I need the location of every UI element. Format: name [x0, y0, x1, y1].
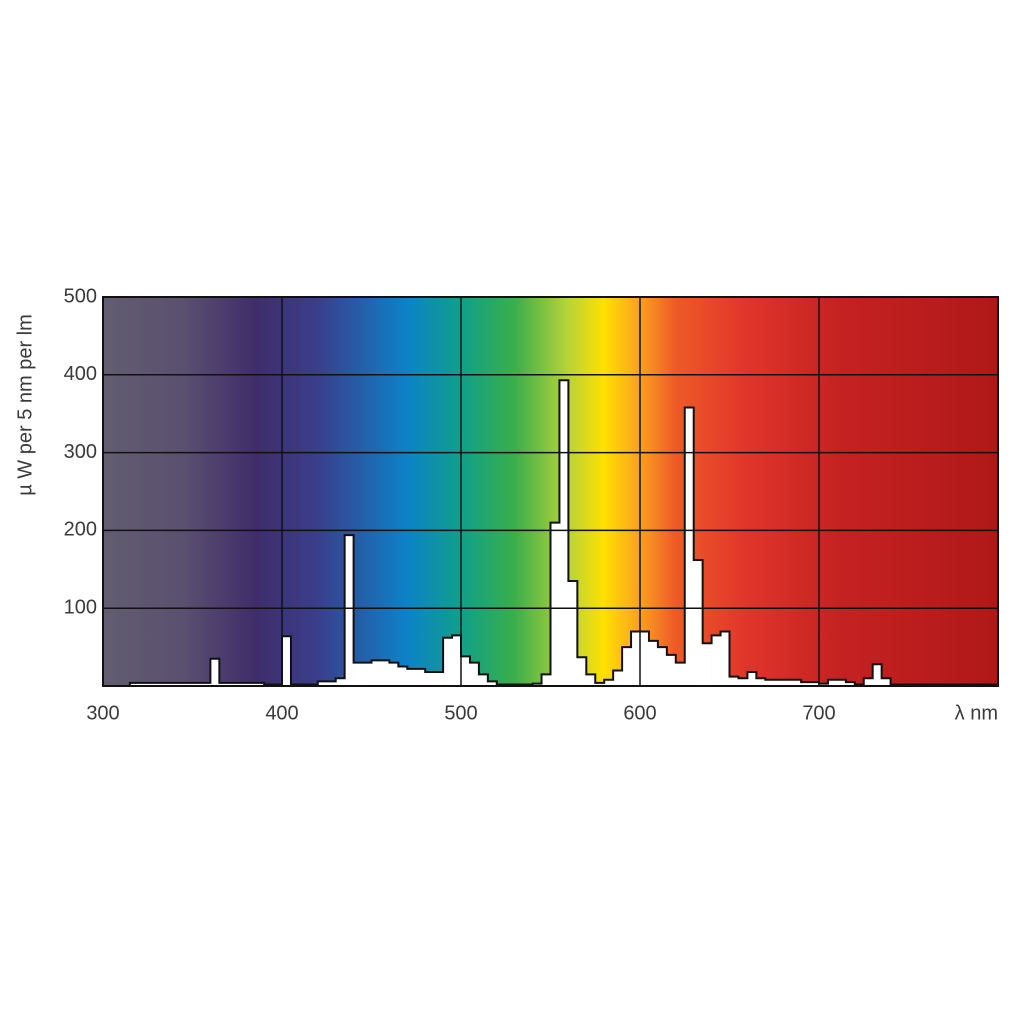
bar [845, 682, 856, 686]
bar [640, 631, 650, 686]
bar [684, 407, 694, 686]
bar [246, 682, 256, 686]
bar [237, 682, 247, 686]
plot-border [102, 296, 999, 687]
bar [156, 682, 166, 686]
bar [174, 682, 184, 686]
bar [183, 682, 193, 686]
y-tick-label: 300 [64, 441, 97, 463]
bar [648, 640, 659, 686]
bar [398, 666, 408, 686]
bar [326, 681, 336, 686]
bar [729, 676, 739, 686]
bar [604, 679, 614, 686]
bar [613, 670, 623, 686]
y-tick-label: 500 [64, 285, 97, 307]
bar [362, 662, 372, 686]
bar [622, 647, 632, 686]
bar [532, 683, 542, 686]
bar [666, 654, 677, 686]
bar [550, 522, 560, 686]
bar [801, 682, 811, 686]
x-tick-label: 600 [623, 702, 656, 724]
bar [792, 679, 802, 686]
x-tick-label: 700 [802, 702, 835, 724]
x-tick-label: 400 [265, 702, 298, 724]
bar [282, 636, 292, 686]
bar [407, 668, 417, 686]
bar [827, 679, 838, 686]
bar [210, 658, 220, 686]
bar [541, 674, 551, 686]
x-axis-label: λ nm [955, 702, 998, 724]
bar [461, 656, 471, 686]
bar [317, 681, 328, 686]
bar [747, 671, 757, 686]
bar [380, 660, 390, 686]
bar [568, 580, 578, 686]
y-tick-label: 400 [64, 363, 97, 385]
histogram-outline [128, 379, 999, 686]
bar [443, 637, 453, 686]
bar [711, 635, 721, 686]
bar [353, 662, 363, 686]
bar [756, 678, 766, 686]
bar [335, 678, 345, 686]
bar [720, 631, 730, 686]
bar [416, 668, 426, 686]
bar [702, 643, 712, 686]
bar [631, 631, 641, 686]
bar [836, 679, 847, 686]
bar [872, 664, 882, 686]
bar [165, 682, 175, 686]
bar [255, 682, 265, 686]
bar [344, 535, 354, 686]
bar [147, 682, 157, 686]
bar [487, 681, 498, 686]
bar [389, 662, 399, 686]
bar [863, 678, 873, 686]
bar [765, 679, 775, 686]
bar [810, 682, 820, 686]
y-tick-label: 200 [64, 519, 97, 541]
bar [657, 647, 668, 686]
bar [452, 635, 462, 686]
bar [783, 679, 793, 686]
bar [577, 657, 587, 686]
bar [693, 559, 703, 686]
bar [774, 679, 784, 686]
bar [425, 671, 435, 686]
bar [201, 682, 211, 686]
bar [478, 674, 489, 686]
y-tick-label: 100 [64, 596, 97, 618]
bar [434, 671, 444, 686]
bar [738, 678, 748, 686]
bar [595, 682, 605, 686]
bar [586, 674, 596, 686]
bar [228, 682, 238, 686]
x-tick-label: 500 [444, 702, 477, 724]
bar [371, 660, 381, 686]
bar [881, 678, 891, 686]
bar [559, 380, 569, 686]
y-axis-label: µ W per 5 nm per lm [14, 314, 36, 496]
bar [129, 682, 140, 686]
bar [675, 662, 686, 686]
bar [138, 682, 149, 686]
bar [192, 682, 202, 686]
bar [469, 662, 480, 686]
bar [219, 682, 229, 686]
bar [819, 683, 829, 686]
x-tick-label: 300 [86, 702, 119, 724]
